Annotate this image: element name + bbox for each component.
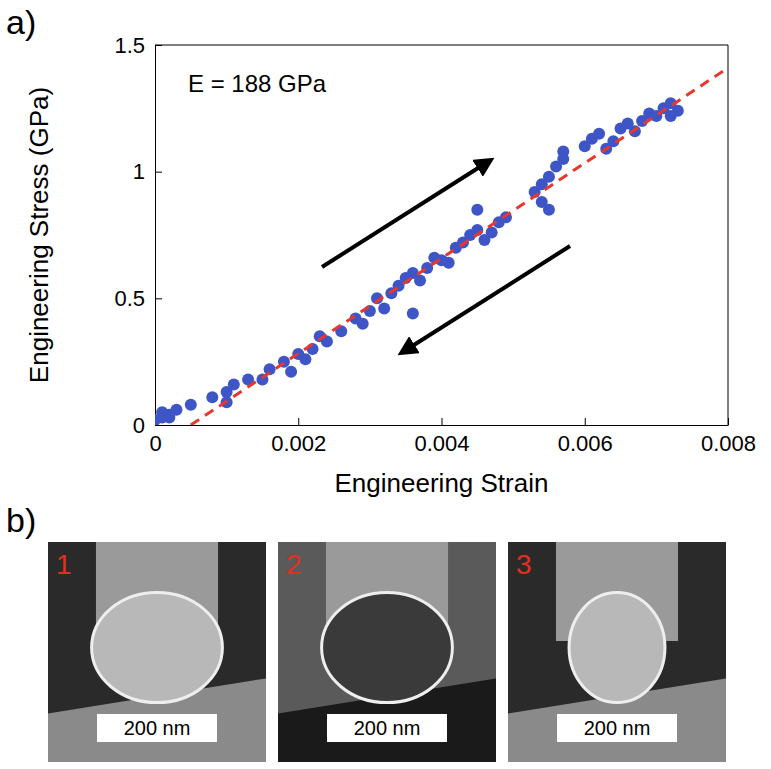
tick-label: 0.004: [414, 431, 469, 456]
data-point: [414, 275, 426, 287]
tick-label: 0.002: [271, 431, 326, 456]
tick: 0.5: [114, 286, 162, 311]
tick: 0.004: [414, 418, 469, 456]
data-point: [206, 391, 218, 403]
tick-mark: [442, 418, 443, 425]
tick-mark: [155, 172, 162, 173]
panel-label: a): [6, 3, 36, 41]
data-point: [163, 411, 175, 423]
data-point: [486, 226, 498, 238]
tick: 0.008: [701, 418, 756, 456]
frame-right: [728, 45, 729, 425]
tick-label: 0: [149, 431, 161, 456]
data-point: [672, 105, 684, 117]
frame-top: [155, 45, 728, 46]
axis-line: [155, 46, 156, 426]
image-number: 3: [516, 549, 532, 580]
tick-mark: [728, 418, 729, 425]
data-point: [285, 366, 297, 378]
y-axis: 0 0.5 1 1.5: [114, 33, 162, 438]
tick-label: 0: [133, 413, 145, 438]
unloading-arrow: [406, 246, 570, 350]
tick: 0.002: [271, 418, 326, 456]
axis-line: [156, 425, 729, 426]
image-number: 2: [286, 549, 302, 580]
y-axis-title: Engineering Stress (GPa): [24, 87, 54, 383]
data-point: [185, 399, 197, 411]
tick-mark: [585, 418, 586, 425]
x-axis-title: Engineering Strain: [335, 468, 549, 498]
scale-bar-label: 200 nm: [124, 717, 191, 739]
loading-arrow: [322, 163, 486, 267]
pillar-end: [322, 593, 453, 703]
tick-mark: [155, 425, 162, 426]
data-point: [443, 257, 455, 269]
tick-label: 1.5: [114, 33, 145, 58]
data-point: [407, 308, 419, 320]
panel-label: b): [6, 501, 36, 539]
scale-bar-label: 200 nm: [584, 717, 651, 739]
data-point: [543, 204, 555, 216]
data-point: [364, 305, 376, 317]
tick: 0.006: [558, 418, 613, 456]
scale-bar-label: 200 nm: [354, 717, 421, 739]
sem-image: 2 200 nm: [278, 542, 496, 762]
x-axis: 0 0.002 0.004 0.006 0.008: [149, 418, 756, 456]
data-point: [557, 145, 569, 157]
scale-bar-box: [327, 714, 447, 742]
sem-image: 3 200 nm: [508, 542, 726, 762]
tick-label: 0.006: [558, 431, 613, 456]
image-background: [48, 542, 266, 762]
data-point: [299, 353, 311, 365]
tick-mark: [298, 418, 299, 425]
pillar-end: [92, 593, 223, 703]
fit-line: [191, 68, 728, 425]
tick-label: 0.008: [701, 431, 756, 456]
data-point: [471, 204, 483, 216]
tick: 1.5: [114, 33, 162, 58]
tick-label: 1: [133, 159, 145, 184]
image-number: 1: [56, 549, 72, 580]
scale-bar-box: [97, 714, 217, 742]
image-background: [278, 542, 496, 762]
sem-image: 1 200 nm: [48, 542, 266, 762]
figure: 0 0.002 0.004 0.006 0.008 0 0.5 1 1.5 Engineering…: [0, 0, 771, 769]
tick-mark: [155, 45, 162, 46]
pillar-end: [569, 593, 665, 703]
plot-area: [155, 68, 728, 425]
tick-mark: [155, 298, 162, 299]
tick-label: 0.5: [114, 286, 145, 311]
tick: 1: [133, 159, 162, 184]
annotation: E = 188 GPa: [188, 70, 327, 97]
scale-bar-box: [557, 714, 677, 742]
data-point: [378, 302, 390, 314]
data-point: [228, 378, 240, 390]
data-point: [593, 128, 605, 140]
data-point: [543, 171, 555, 183]
image-background: [508, 542, 726, 762]
data-point: [357, 318, 369, 330]
